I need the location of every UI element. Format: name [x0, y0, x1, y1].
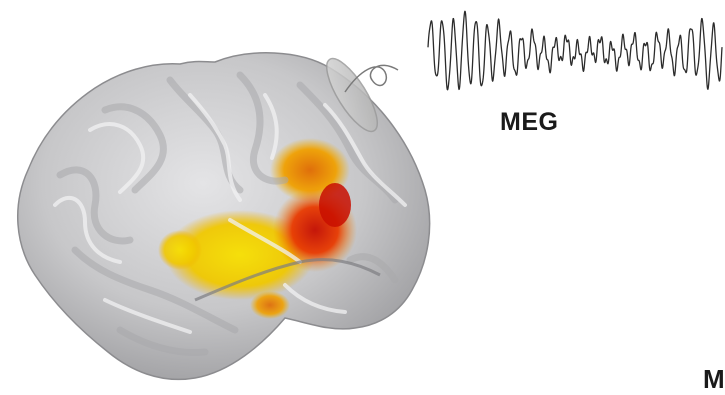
- meg-label: MEG: [500, 108, 559, 136]
- meg-illustration: [17, 10, 723, 381]
- meg-sensor-coil-icon: [326, 57, 399, 133]
- meg-signal-waveform-icon: [427, 10, 723, 91]
- meg-signal-trace: [427, 10, 723, 91]
- cut-off-label: M: [703, 364, 725, 394]
- brain-cortex-surface-icon: [17, 52, 431, 381]
